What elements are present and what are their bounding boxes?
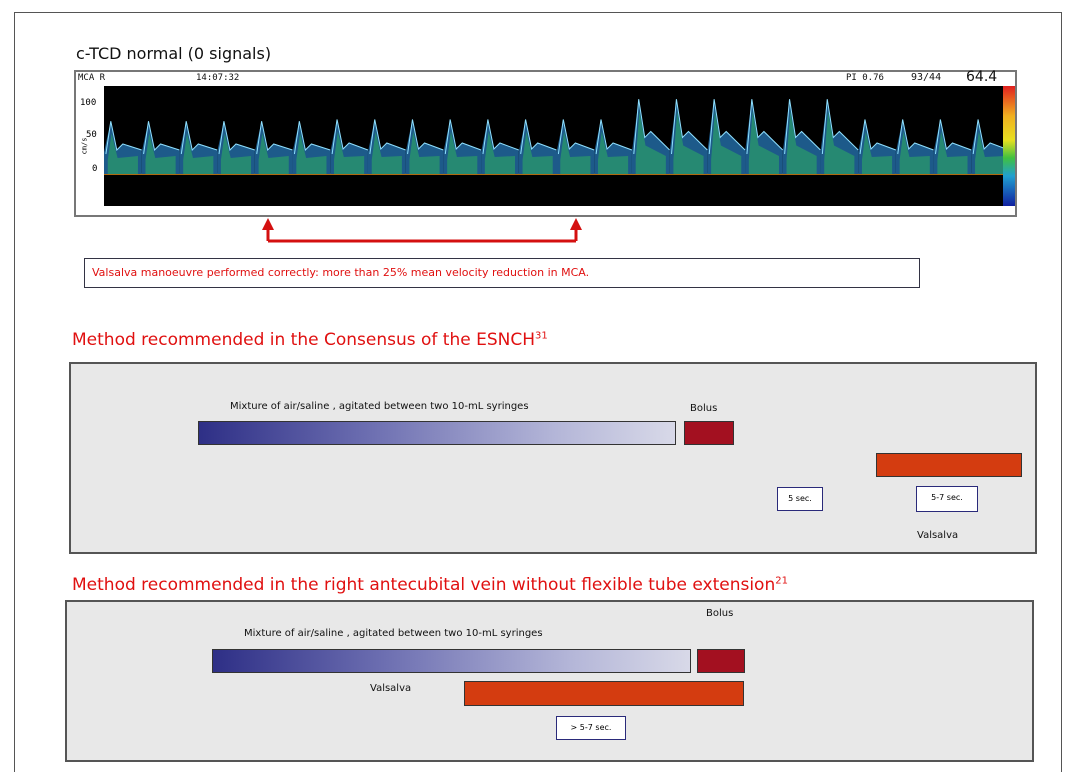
- section1-5-7sec-box: 5-7 sec.: [916, 486, 978, 512]
- valsalva-bracket: [262, 218, 582, 243]
- spectro-envelope: [256, 121, 293, 155]
- section1-panel: [69, 362, 1037, 554]
- spectro-beat-core: [522, 131, 553, 174]
- tcd-pi-label: PI 0.76: [846, 73, 884, 83]
- tcd-header: MCA R 14:07:32 PI 0.76 93/44 64.4: [76, 69, 1015, 86]
- spectro-beat-core: [409, 131, 440, 174]
- spectro-envelope: [180, 121, 218, 155]
- spectro-envelope: [746, 99, 784, 155]
- section2-mixture-bar: [212, 649, 691, 673]
- section1-5sec-box: 5 sec.: [777, 487, 823, 511]
- section1-title-text: Method recommended in the Consensus of t…: [72, 330, 536, 350]
- section2-bolus-bar: [697, 649, 745, 673]
- spectro-envelope: [784, 99, 821, 155]
- spectro-beat-core: [220, 133, 252, 174]
- tcd-time-label: 14:07:32: [196, 73, 240, 83]
- section1-bolus-label: Bolus: [690, 403, 718, 414]
- spectro-envelope: [143, 121, 180, 155]
- spectro-beat-core: [183, 133, 214, 174]
- tcd-y-tick: 0: [92, 164, 98, 174]
- spectro-beat-core: [635, 111, 666, 174]
- section2-mixture-label: Mixture of air/saline , agitated between…: [244, 628, 543, 639]
- tcd-spectrogram: [104, 86, 1009, 206]
- spectro-envelope: [595, 119, 633, 155]
- spectro-envelope: [369, 119, 406, 155]
- section1-valsalva-label: Valsalva: [917, 530, 959, 541]
- spectro-envelope: [444, 119, 482, 155]
- spectro-beat-core: [560, 131, 591, 174]
- spectro-envelope: [972, 119, 1009, 155]
- spectro-beat-core: [296, 133, 327, 174]
- section2-title-ref: 21: [775, 575, 788, 587]
- tcd-color-scale: [1003, 86, 1015, 206]
- section1-title: Method recommended in the Consensus of t…: [72, 330, 548, 350]
- section1-title-ref: 31: [535, 330, 548, 342]
- section2-title: Method recommended in the right antecubi…: [72, 575, 788, 595]
- page-frame: [14, 12, 1062, 772]
- spectro-envelope: [407, 119, 444, 155]
- spectro-beat-core: [334, 131, 365, 174]
- spectro-beat-core: [447, 131, 478, 174]
- spectro-beat-core: [258, 133, 289, 174]
- tcd-velocity-label: 93/44: [911, 72, 942, 83]
- section2-bolus-label: Bolus: [706, 608, 734, 619]
- spectro-beat-core: [107, 133, 138, 174]
- spectro-envelope: [331, 119, 369, 155]
- spectro-envelope: [557, 119, 595, 155]
- tcd-y-axis: 100 50 0 cm/s: [78, 86, 104, 206]
- section2-valsalva-bar: [464, 681, 744, 706]
- tcd-spectrogram-svg: [104, 99, 1009, 175]
- tcd-vessel-label: MCA R: [78, 73, 106, 83]
- spectro-envelope: [105, 121, 142, 155]
- spectro-envelope: [821, 99, 859, 155]
- tcd-y-tick: 50: [86, 130, 97, 140]
- spectro-beat-core: [748, 111, 779, 174]
- section1-valsalva-bar: [876, 453, 1022, 477]
- spectro-beat-core: [597, 131, 629, 174]
- tcd-y-tick: 100: [80, 98, 97, 108]
- spectro-envelope: [218, 121, 255, 155]
- spectro-beat-core: [975, 131, 1006, 174]
- section1-mixture-label: Mixture of air/saline , agitated between…: [230, 401, 529, 412]
- section1-mixture-bar: [198, 421, 676, 445]
- spectro-beat-core: [937, 131, 968, 174]
- tcd-footer: [104, 206, 1009, 215]
- spectro-beat-core: [824, 111, 855, 174]
- spectro-envelope: [482, 119, 519, 155]
- tcd-title: c-TCD normal (0 signals): [76, 44, 272, 63]
- valsalva-note: Valsalva manoeuvre performed correctly: …: [84, 258, 920, 288]
- spectro-envelope: [671, 99, 708, 155]
- spectro-beat-core: [899, 131, 930, 174]
- spectro-beat-core: [371, 131, 402, 174]
- section1-bolus-bar: [684, 421, 734, 445]
- spectro-envelope: [520, 119, 557, 155]
- tcd-mean-label: 64.4: [966, 69, 998, 85]
- spectro-beat-core: [786, 111, 817, 174]
- spectro-envelope: [708, 99, 746, 155]
- spectro-envelope: [293, 121, 331, 155]
- section2-title-text: Method recommended in the right antecubi…: [72, 575, 776, 595]
- section2-valsalva-label: Valsalva: [370, 683, 412, 694]
- spectro-beat-core: [673, 111, 704, 174]
- spectro-envelope: [859, 119, 897, 155]
- tcd-display: MCA R 14:07:32 PI 0.76 93/44 64.4 100 50…: [74, 69, 1017, 217]
- spectro-envelope: [633, 99, 670, 155]
- section2-duration-box: > 5-7 sec.: [556, 716, 626, 740]
- spectro-beat-core: [145, 133, 176, 174]
- spectro-beat-core: [711, 111, 742, 174]
- spectro-beat-core: [484, 131, 516, 174]
- spectro-envelope: [934, 119, 972, 155]
- spectro-beat-core: [861, 131, 893, 174]
- spectro-envelope: [897, 119, 934, 155]
